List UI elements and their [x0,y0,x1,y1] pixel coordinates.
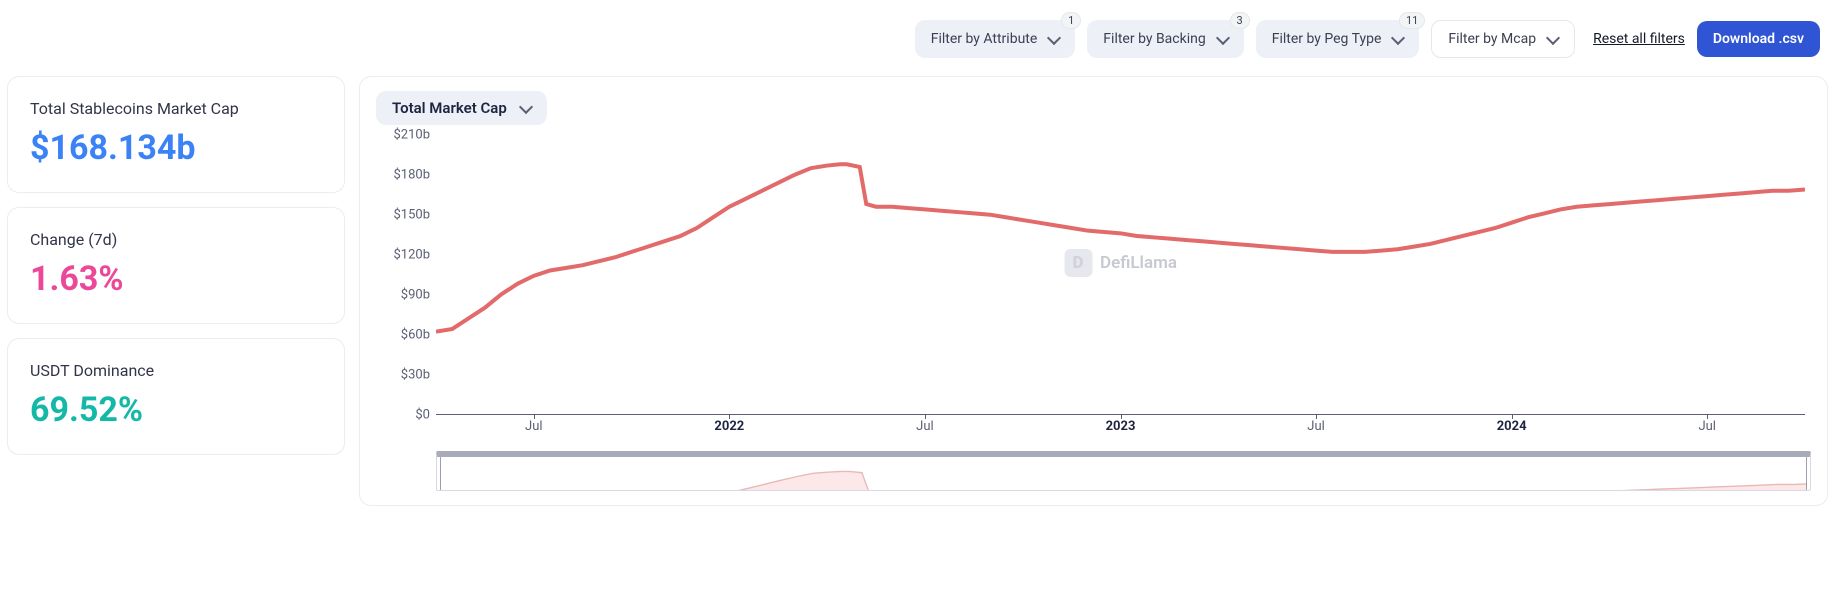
x-tick-label: Jul [916,419,934,434]
chart-plot[interactable]: D DefiLlama [436,135,1805,415]
x-tick-label: Jul [525,419,543,434]
download-csv-button[interactable]: Download .csv [1697,21,1820,57]
filter-label: Filter by Mcap [1448,31,1536,47]
chevron-down-icon [1047,30,1061,44]
stat-label: USDT Dominance [30,361,322,380]
chart-panel: Total Market Cap $0 $30b $60b $90b $120b $150… [359,76,1828,506]
reset-filters-link[interactable]: Reset all filters [1593,31,1685,47]
main-layout: Total Stablecoins Market Cap $168.134b C… [5,76,1830,506]
filter-pill[interactable]: Filter by Peg Type11 [1256,20,1420,58]
chart-brush[interactable] [436,451,1811,491]
brush-handle-left[interactable] [436,454,441,491]
stat-label: Change (7d) [30,230,322,249]
stat-usdt-dominance: USDT Dominance 69.52% [7,338,345,455]
x-tick-label: 2023 [1106,419,1136,434]
chevron-down-icon [1546,30,1560,44]
brush-handle-right[interactable] [1806,454,1811,491]
y-tick-label: $90b [401,288,430,303]
filter-pill[interactable]: Filter by Mcap [1431,20,1575,58]
chart-metric-label: Total Market Cap [392,99,507,117]
stat-label: Total Stablecoins Market Cap [30,99,322,118]
filter-badge: 11 [1399,12,1425,29]
stat-value: 1.63% [30,259,322,299]
chart-line [436,135,1805,414]
filter-label: Filter by Attribute [931,31,1038,47]
y-tick-label: $30b [401,368,430,383]
x-tick-label: Jul [1307,419,1325,434]
chart-plot-area: $0$30b$60b$90b$120b$150b$180b$210b D Def… [376,135,1811,445]
y-tick-label: $60b [401,328,430,343]
filter-pill[interactable]: Filter by Attribute1 [915,20,1076,58]
stat-value: 69.52% [30,390,322,430]
brush-area [437,457,1810,491]
chevron-down-icon [1216,30,1230,44]
chart-metric-select[interactable]: Total Market Cap [376,91,547,125]
x-tick-label: Jul [1698,419,1716,434]
chevron-down-icon [519,99,533,113]
stats-sidebar: Total Stablecoins Market Cap $168.134b C… [7,76,345,506]
filters-container: Filter by Attribute1Filter by Backing3Fi… [915,20,1575,58]
filter-toolbar: Filter by Attribute1Filter by Backing3Fi… [5,20,1830,76]
y-tick-label: $150b [393,208,430,223]
filter-label: Filter by Peg Type [1272,31,1382,47]
x-tick-label: 2024 [1497,419,1527,434]
stat-value: $168.134b [30,128,322,168]
x-tick-label: 2022 [714,419,744,434]
filter-label: Filter by Backing [1103,31,1205,47]
y-tick-label: $120b [393,248,430,263]
stat-change-7d: Change (7d) 1.63% [7,207,345,324]
chevron-down-icon [1391,30,1405,44]
filter-badge: 1 [1061,12,1081,29]
stat-market-cap: Total Stablecoins Market Cap $168.134b [7,76,345,193]
filter-badge: 3 [1230,12,1250,29]
chart-y-axis: $0$30b$60b$90b$120b$150b$180b$210b [376,135,436,415]
chart-x-axis: Jul 2022 Jul 2023 Jul 2024 Jul [436,419,1805,445]
y-tick-label: $0 [415,408,430,423]
filter-pill[interactable]: Filter by Backing3 [1087,20,1243,58]
y-tick-label: $180b [393,168,430,183]
y-tick-label: $210b [393,128,430,143]
